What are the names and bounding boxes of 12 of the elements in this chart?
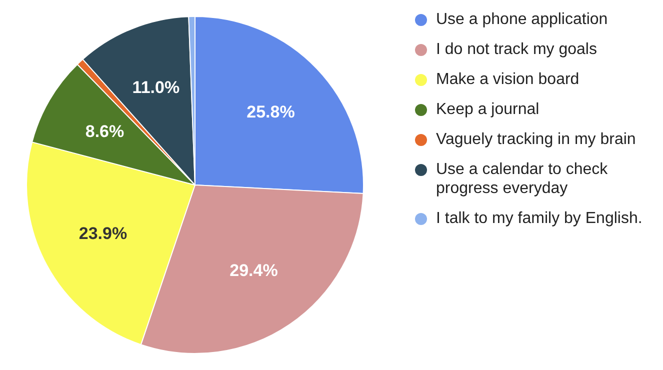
legend-label: Make a vision board [436, 70, 580, 89]
legend-label: Use a phone application [436, 10, 608, 29]
data-label: 11.0% [132, 78, 180, 97]
data-label: 29.4% [230, 261, 278, 280]
legend-label: Keep a journal [436, 100, 540, 119]
legend-label: Use a calendar to check progress everyday [436, 160, 609, 198]
legend-label: I talk to my family by English. [436, 209, 642, 228]
legend-label: Vaguely tracking in my brain [436, 130, 636, 149]
legend-label: I do not track my goals [436, 40, 597, 59]
data-label: 8.6% [85, 122, 124, 142]
data-label: 23.9% [78, 224, 128, 244]
data-label: 25.8% [246, 102, 295, 122]
